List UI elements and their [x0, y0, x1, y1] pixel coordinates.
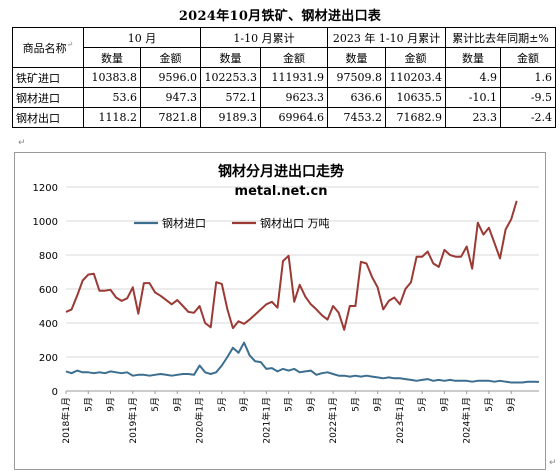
table-cell: 947.3 — [140, 87, 201, 108]
x-tick-label: 9月 — [439, 397, 450, 412]
table-cell: -9.5 — [500, 87, 557, 108]
legend-label: 钢材出口 万吨 — [260, 216, 330, 230]
x-tick-label: 5月 — [83, 397, 94, 412]
table-cell: 7821.8 — [140, 107, 201, 128]
table-cell: 1.6 — [500, 67, 557, 88]
table-cell: 110203.4 — [384, 67, 447, 88]
table-cell: 53.6 — [83, 87, 141, 108]
table-row: 钢材进口 53.6 947.3 572.1 9623.3 636.6 10635… — [12, 87, 557, 108]
x-tick-label: 2023年1月 — [394, 397, 406, 444]
header-qty: 数量 — [445, 47, 502, 68]
table-cell: 1118.2 — [83, 107, 141, 128]
row-name: 钢材出口 — [12, 107, 84, 128]
header-prev-ytd: 2023 年 1-10 月累计 — [326, 27, 447, 48]
table-cell: 10383.8 — [83, 67, 141, 88]
header-oct: 10 月 — [83, 27, 201, 48]
y-tick-label: 800 — [39, 251, 58, 262]
x-tick-label: 5月 — [484, 397, 495, 412]
header-ytd: 1-10 月累计 — [200, 27, 328, 48]
x-tick-label: 5月 — [284, 397, 295, 412]
header-amount: 金额 — [500, 47, 557, 68]
table-row: 钢材出口 1118.2 7821.8 9189.3 69964.6 7453.2… — [12, 107, 557, 128]
header-yoy: 累计比去年同期±% — [445, 27, 557, 48]
steel-trade-chart: 0 200 400 600 800 1000 1200 2018年1月 5月 9月 2019年1月 5… — [14, 152, 546, 470]
x-tick-label: 9月 — [306, 397, 317, 412]
chart-title: 钢材分月进出口走势 — [218, 164, 344, 180]
table-cell: 23.3 — [445, 107, 502, 128]
y-tick-label: 400 — [39, 319, 58, 330]
x-tick-label: 2022年1月 — [327, 397, 339, 444]
series-line-steel-export — [65, 200, 518, 331]
paragraph-mark: ↵ — [18, 138, 26, 148]
header-amount: 金额 — [260, 47, 328, 68]
import-export-table: 商品名称↵ 10 月 1-10 月累计 2023 年 1-10 月累计 累计比去… — [12, 27, 557, 128]
header-qty: 数量 — [327, 47, 386, 68]
row-name: 钢材进口 — [12, 87, 84, 108]
header-qty: 数量 — [83, 47, 141, 68]
header-row-1: 商品名称↵ 10 月 1-10 月累计 2023 年 1-10 月累计 累计比去… — [12, 27, 557, 68]
table-cell: 111931.9 — [260, 67, 328, 88]
table-cell: 9189.3 — [200, 107, 261, 128]
x-tick-label: 9月 — [172, 397, 183, 412]
table-cell: 69964.6 — [260, 107, 328, 128]
row-name: 铁矿进口 — [12, 67, 84, 88]
x-tick-label: 5月 — [217, 397, 228, 412]
legend-label: 钢材进口 — [162, 216, 206, 230]
y-tick-label: 1000 — [33, 217, 58, 228]
header-row-2: 数量 金额 数量 金额 数量 金额 数量 金额 — [13, 47, 557, 68]
x-tick-label: 9月 — [106, 397, 117, 412]
table-cell: 102253.3 — [200, 67, 261, 88]
x-tick-label: 9月 — [373, 397, 384, 412]
y-tick-label: 1200 — [33, 183, 58, 194]
table-cell: 7453.2 — [327, 107, 386, 128]
table-cell: 9623.3 — [260, 87, 328, 108]
header-amount: 金额 — [140, 47, 201, 68]
x-tick-label: 5月 — [417, 397, 428, 412]
table-cell: 9596.0 — [140, 67, 201, 88]
x-tick-label: 2018年1月 — [60, 397, 72, 444]
table-cell: -10.1 — [445, 87, 502, 108]
header-item: 商品名称↵ — [12, 27, 84, 68]
x-tick-label: 9月 — [239, 397, 250, 412]
series-line-steel-import — [65, 341, 540, 384]
x-tick-label: 5月 — [150, 397, 161, 412]
document-title: 2024年10月铁矿、钢材进出口表 — [178, 9, 382, 24]
table-cell: 71682.9 — [384, 107, 447, 128]
x-tick-label: 5月 — [350, 397, 361, 412]
line-chart: 0 200 400 600 800 1000 1200 2018年1月 5月 9月 2019年1月 5… — [33, 183, 540, 444]
table-cell: 572.1 — [200, 87, 261, 108]
table-row: 铁矿进口 10383.8 9596.0 102253.3 111931.9 97… — [12, 67, 557, 88]
table-cell: 10635.5 — [384, 87, 447, 108]
table-cell: 4.9 — [445, 67, 502, 88]
chart-subtitle: metal.net.cn — [234, 184, 328, 199]
x-tick-label: 9月 — [506, 397, 517, 412]
y-tick-label: 0 — [52, 387, 58, 398]
table-cell: 636.6 — [327, 87, 386, 108]
x-tick-label: 2024年1月 — [461, 397, 473, 444]
header-qty: 数量 — [200, 47, 261, 68]
table-cell: 97509.8 — [327, 67, 386, 88]
y-tick-label: 600 — [39, 285, 58, 296]
table-cell: -2.4 — [500, 107, 557, 128]
paragraph-mark: ↵ — [549, 458, 557, 468]
y-tick-label: 200 — [39, 353, 58, 364]
x-tick-label: 2021年1月 — [260, 397, 272, 444]
header-amount: 金额 — [384, 47, 447, 68]
x-tick-label: 2019年1月 — [127, 397, 139, 444]
x-tick-label: 2020年1月 — [194, 397, 206, 444]
